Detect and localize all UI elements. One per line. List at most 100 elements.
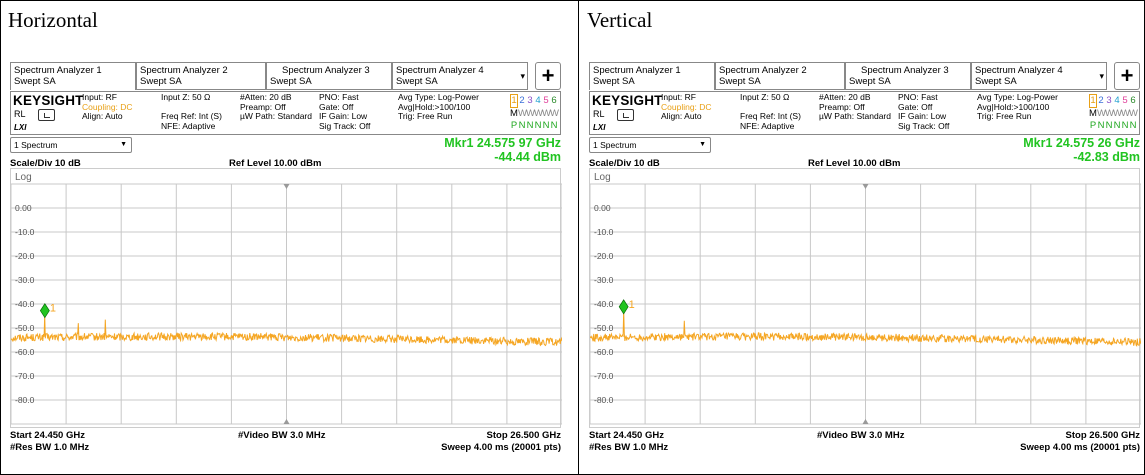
- trace-type: W: [1105, 108, 1114, 119]
- trace-number: 6: [551, 95, 557, 106]
- setting-preamp: Preamp: Off: [819, 101, 865, 112]
- trace-type: W: [534, 108, 543, 119]
- stop-frequency: Stop 26.500 GHz: [486, 430, 561, 441]
- setting-avg-hold: Avg|Hold:>100/100: [398, 101, 471, 112]
- trace-detector: N: [1121, 120, 1129, 131]
- y-tick-label: -60.0: [15, 347, 35, 357]
- marker-1-diamond[interactable]: [39, 303, 50, 319]
- setting-coupling: Coupling: DC: [661, 101, 712, 112]
- add-analyzer-button[interactable]: +: [535, 62, 561, 90]
- setting-if-gain: IF Gain: Low: [319, 111, 368, 121]
- window-select-dropdown[interactable]: 1 Spectrum ▼: [589, 137, 711, 153]
- setting-align: Align: Auto: [82, 111, 123, 121]
- add-analyzer-button[interactable]: +: [1114, 62, 1140, 90]
- window-select-dropdown[interactable]: 1 Spectrum ▼: [10, 137, 132, 153]
- settings-col-pno[interactable]: PNO: Fast Gate: Off IF Gain: Low Sig Tra…: [898, 92, 949, 131]
- trace-detector: N: [542, 120, 550, 131]
- y-tick-label: -70.0: [594, 371, 614, 381]
- setting-coupling: Coupling: DC: [82, 101, 133, 112]
- settings-col-avg[interactable]: Avg Type: Log-Power Avg|Hold:>100/100 Tr…: [398, 92, 479, 122]
- settings-col-impedance[interactable]: Input Z: 50 Ω Freq Ref: Int (S) NFE: Ada…: [740, 92, 801, 131]
- y-tick-label: -50.0: [15, 323, 35, 333]
- tab-label: Spectrum Analyzer 4: [975, 65, 1063, 76]
- tab-label: Spectrum Analyzer 2: [140, 65, 228, 76]
- settings-col-atten[interactable]: #Atten: 20 dB Preamp: Off µW Path: Stand…: [819, 92, 891, 122]
- setting-align: Align: Auto: [661, 111, 702, 121]
- center-freq-marker-bottom: [283, 419, 290, 424]
- setting-avg-hold: Avg|Hold:>100/100: [977, 101, 1050, 112]
- tab-sublabel: Swept SA: [14, 76, 56, 87]
- tab-sublabel: Swept SA: [270, 76, 312, 87]
- settings-col-pno[interactable]: PNO: Fast Gate: Off IF Gain: Low Sig Tra…: [319, 92, 370, 131]
- setting-freq-ref: Freq Ref: Int (S): [740, 111, 801, 121]
- settings-col-input[interactable]: Input: RF Coupling: DC Align: Auto: [661, 92, 712, 122]
- stop-frequency: Stop 26.500 GHz: [1065, 430, 1140, 441]
- trace-number: 4: [535, 95, 541, 106]
- trace-type: W: [550, 108, 559, 119]
- y-tick-label: -70.0: [15, 371, 35, 381]
- tab-spectrum-analyzer-3[interactable]: Spectrum Analyzer 3 Swept SA: [845, 62, 971, 90]
- panel-horizontal: Horizontal Spectrum Analyzer 1 Swept SA …: [0, 0, 566, 475]
- trace-detector: N: [1113, 120, 1121, 131]
- settings-col-input[interactable]: Input: RF Coupling: DC Align: Auto: [82, 92, 133, 122]
- settings-col-atten[interactable]: #Atten: 20 dB Preamp: Off µW Path: Stand…: [240, 92, 312, 122]
- marker-1-label: 1: [50, 303, 56, 315]
- spectrum-trace: [590, 310, 1141, 347]
- trace-detector: N: [1097, 120, 1105, 131]
- spectrum-graph[interactable]: Log 0.00 -10.0 -20.0 -30.0 -40.0 -50.0 -60.0 -70…: [10, 168, 562, 428]
- trace-number: 5: [1122, 95, 1128, 106]
- chevron-down-icon[interactable]: ▾: [1099, 71, 1104, 81]
- y-tick-label: -40.0: [594, 299, 614, 309]
- analyzer-tabs: Spectrum Analyzer 1 Swept SA Spectrum An…: [589, 62, 1140, 90]
- tab-spectrum-analyzer-3[interactable]: Spectrum Analyzer 3 Swept SA: [266, 62, 392, 90]
- setting-trig: Trig: Free Run: [977, 111, 1032, 121]
- marker-frequency: Mkr1 24.575 97 GHz: [444, 136, 561, 150]
- video-bandwidth: #Video BW 3.0 MHz: [238, 430, 326, 441]
- start-frequency: Start 24.450 GHz: [589, 430, 664, 441]
- tab-spectrum-analyzer-4[interactable]: Spectrum Analyzer 4 Swept SA ▾: [971, 62, 1107, 90]
- spectrum-analyzer-window: Spectrum Analyzer 1 Swept SA Spectrum An…: [589, 62, 1141, 455]
- panel-title: Vertical: [587, 8, 653, 32]
- settings-bar: KEYSIGHT RL LXI Input: RF Coupling: DC A…: [10, 91, 561, 135]
- marker-1-diamond[interactable]: [618, 299, 629, 315]
- setting-gate: Gate: Off: [898, 101, 933, 112]
- spectrum-trace: [11, 314, 562, 347]
- trace-number: 2: [1098, 95, 1104, 106]
- tab-spectrum-analyzer-2[interactable]: Spectrum Analyzer 2 Swept SA: [715, 62, 845, 90]
- lxi-logo: LXI: [14, 123, 27, 132]
- trace-detector: N: [534, 120, 542, 131]
- tab-spectrum-analyzer-4[interactable]: Spectrum Analyzer 4 Swept SA ▾: [392, 62, 528, 90]
- y-tick-label: -30.0: [15, 275, 35, 285]
- trace-type: W: [1097, 108, 1106, 119]
- trace-number: 6: [1130, 95, 1136, 106]
- tab-spectrum-analyzer-2[interactable]: Spectrum Analyzer 2 Swept SA: [136, 62, 266, 90]
- trace-detectors: PNNNNN: [510, 120, 558, 132]
- tab-sublabel: Swept SA: [975, 76, 1017, 87]
- trace-detectors: PNNNNN: [1089, 120, 1137, 132]
- local-return-icon[interactable]: [38, 109, 55, 121]
- spectrum-graph[interactable]: Log 0.00 -10.0 -20.0 -30.0 -40.0 -50.0 -60.0 -70…: [589, 168, 1141, 428]
- local-return-icon[interactable]: [617, 109, 634, 121]
- trace-types: MWWWWW: [510, 108, 559, 120]
- trace-type: W: [1113, 108, 1122, 119]
- scale-per-div: Scale/Div 10 dB: [589, 158, 660, 169]
- y-tick-label: -80.0: [15, 395, 35, 405]
- tab-spectrum-analyzer-1[interactable]: Spectrum Analyzer 1 Swept SA: [589, 62, 715, 90]
- trace-number: 3: [527, 95, 533, 106]
- marker-1-label: 1: [629, 299, 635, 311]
- setting-input-z: Input Z: 50 Ω: [161, 92, 211, 102]
- tab-label: Spectrum Analyzer 1: [593, 65, 681, 76]
- setting-uw-path: µW Path: Standard: [240, 111, 312, 121]
- setting-preamp: Preamp: Off: [240, 101, 286, 112]
- setting-input: Input: RF: [661, 92, 696, 102]
- ref-level: Ref Level 10.00 dBm: [229, 158, 322, 169]
- settings-col-avg[interactable]: Avg Type: Log-Power Avg|Hold:>100/100 Tr…: [977, 92, 1058, 122]
- settings-col-impedance[interactable]: Input Z: 50 Ω Freq Ref: Int (S) NFE: Ada…: [161, 92, 222, 131]
- tab-spectrum-analyzer-1[interactable]: Spectrum Analyzer 1 Swept SA: [10, 62, 136, 90]
- chevron-down-icon[interactable]: ▾: [520, 71, 525, 81]
- y-tick-label: -10.0: [15, 227, 35, 237]
- trace-type: M: [510, 108, 518, 119]
